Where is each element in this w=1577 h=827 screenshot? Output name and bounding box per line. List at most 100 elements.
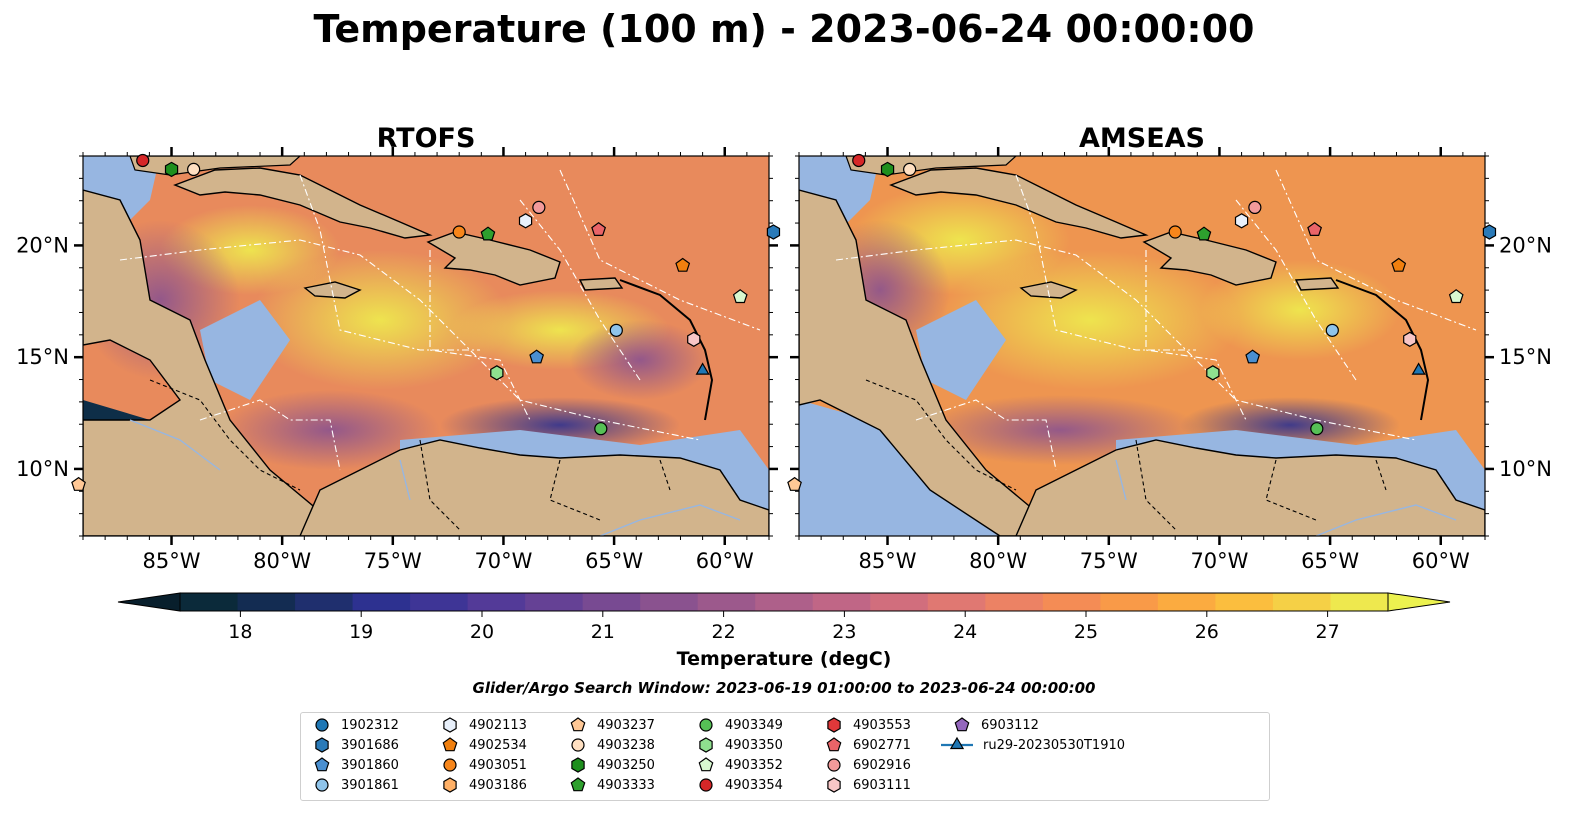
colorbar-tick-label: 20 (470, 621, 494, 643)
legend-label: 4902113 (469, 717, 527, 733)
land-cuba (889, 167, 1149, 239)
lat-tick-labels: 20°N 15°N 10°N (1499, 233, 1552, 481)
platform-marker (609, 323, 623, 337)
legend-symbol (315, 718, 329, 732)
colorbar-bin (352, 593, 411, 611)
lon-tick-labels: 85°W 80°W 75°W 70°W 65°W 60°W (859, 549, 1470, 573)
colorbar-tick-label: 23 (832, 621, 856, 643)
platform-marker (1325, 323, 1339, 337)
legend-item: 4903186 (439, 776, 527, 794)
legend-label: 3901686 (341, 737, 399, 753)
platform-marker (490, 365, 504, 381)
legend-marker (827, 758, 841, 772)
legend-label: 4903553 (853, 717, 911, 733)
legend-marker (442, 737, 458, 752)
shallow-water (200, 300, 290, 400)
map-panel-amseas: AMSEAS 85°W 80°W 75 (787, 123, 1552, 573)
legend-symbol (827, 717, 841, 733)
legend-symbol (442, 737, 458, 752)
legend-symbol (443, 777, 457, 793)
colorbar-bin (812, 593, 871, 611)
colorbar: 18 19 20 21 22 23 24 25 26 27 (117, 592, 1451, 643)
colorbar-bin (237, 593, 296, 611)
lat-tick-label: 20°N (1499, 233, 1552, 257)
rivers (1115, 459, 1457, 536)
legend-marker (827, 777, 841, 793)
colorbar-extend-low (117, 592, 181, 612)
colorbar-bin (582, 593, 641, 611)
axis-ticks (74, 147, 778, 545)
colorbar-tick-label: 21 (591, 621, 615, 643)
platform-marker (1411, 362, 1426, 375)
lat-tick-label: 10°N (16, 457, 69, 481)
colorbar-bin (1330, 593, 1389, 611)
land-south-america (299, 439, 769, 536)
colorbar-bin (295, 593, 354, 611)
platform-marker (594, 422, 608, 436)
rivers (129, 419, 741, 536)
platform-marker (1168, 225, 1182, 239)
platform-marker (480, 226, 496, 241)
legend-label: 6902916 (853, 757, 911, 773)
colorbar-tick-label: 27 (1316, 621, 1340, 643)
legend-marker (570, 777, 586, 792)
lon-tick-label: 75°W (1080, 549, 1138, 573)
legend-item: 6903112 (951, 716, 1039, 734)
panel-title-rtofs: RTOFS (377, 123, 476, 154)
lon-tick-label: 65°W (1301, 549, 1359, 573)
platform-marker (1245, 349, 1261, 364)
legend-marker (699, 718, 713, 732)
legend-symbol (699, 778, 713, 792)
platform-marker (187, 162, 201, 177)
platform-marker (452, 225, 466, 239)
colorbar-bin (640, 593, 699, 611)
legend-item: 4903250 (567, 756, 655, 774)
panel-title-amseas: AMSEAS (1079, 123, 1205, 154)
colorbar-tick-label: 19 (349, 621, 373, 643)
legend-label: 4903349 (725, 717, 783, 733)
land-north-america (799, 189, 1077, 536)
colorbar-bin (1272, 593, 1332, 611)
lon-tick-label: 85°W (143, 549, 201, 573)
legend-symbol (315, 737, 329, 753)
platform-marker (71, 476, 86, 491)
legend-marker (954, 717, 970, 732)
colorbar-bin (870, 593, 929, 611)
platform-marker (1234, 213, 1249, 229)
platform-marker (1482, 224, 1497, 240)
legend-label: 6902771 (853, 737, 911, 753)
lon-tick-label: 75°W (364, 549, 422, 573)
colorbar-bin (180, 593, 239, 611)
land-south-america (1015, 439, 1485, 536)
platform-marker (1403, 331, 1417, 347)
colorbar-bin (1215, 593, 1274, 611)
platform-marker (732, 289, 748, 304)
lon-tick-label: 70°W (474, 549, 532, 573)
platform-marker (903, 162, 917, 177)
legend-symbol (827, 777, 841, 793)
platform-marker (529, 349, 545, 364)
lon-tick-label: 60°W (696, 549, 754, 573)
legend-item: 1902312 (311, 716, 399, 734)
search-window-caption: Glider/Argo Search Window: 2023-06-19 01… (473, 679, 1096, 697)
platform-marker (787, 476, 802, 491)
legend-label: 4903051 (469, 757, 527, 773)
legend-symbol (443, 717, 457, 733)
legend-label: 3901860 (341, 757, 399, 773)
colorbar-bin (755, 593, 814, 611)
platform-markers (71, 153, 781, 491)
legend-item: ru29-20230530T1910 (939, 736, 1125, 754)
map-frame (798, 155, 1486, 537)
legend-label: 3901861 (341, 777, 399, 793)
platform-marker (687, 331, 701, 347)
lon-tick-label: 80°W (253, 549, 311, 573)
legend-item: 6903111 (823, 776, 911, 794)
map-frame (82, 155, 770, 537)
legend-item: 4903553 (823, 716, 911, 734)
platform-marker (136, 153, 150, 168)
colorbar-tick-label: 22 (712, 621, 736, 643)
legend-label: ru29-20230530T1910 (983, 737, 1126, 753)
legend-marker (826, 737, 842, 752)
platform-marker (1248, 200, 1262, 215)
